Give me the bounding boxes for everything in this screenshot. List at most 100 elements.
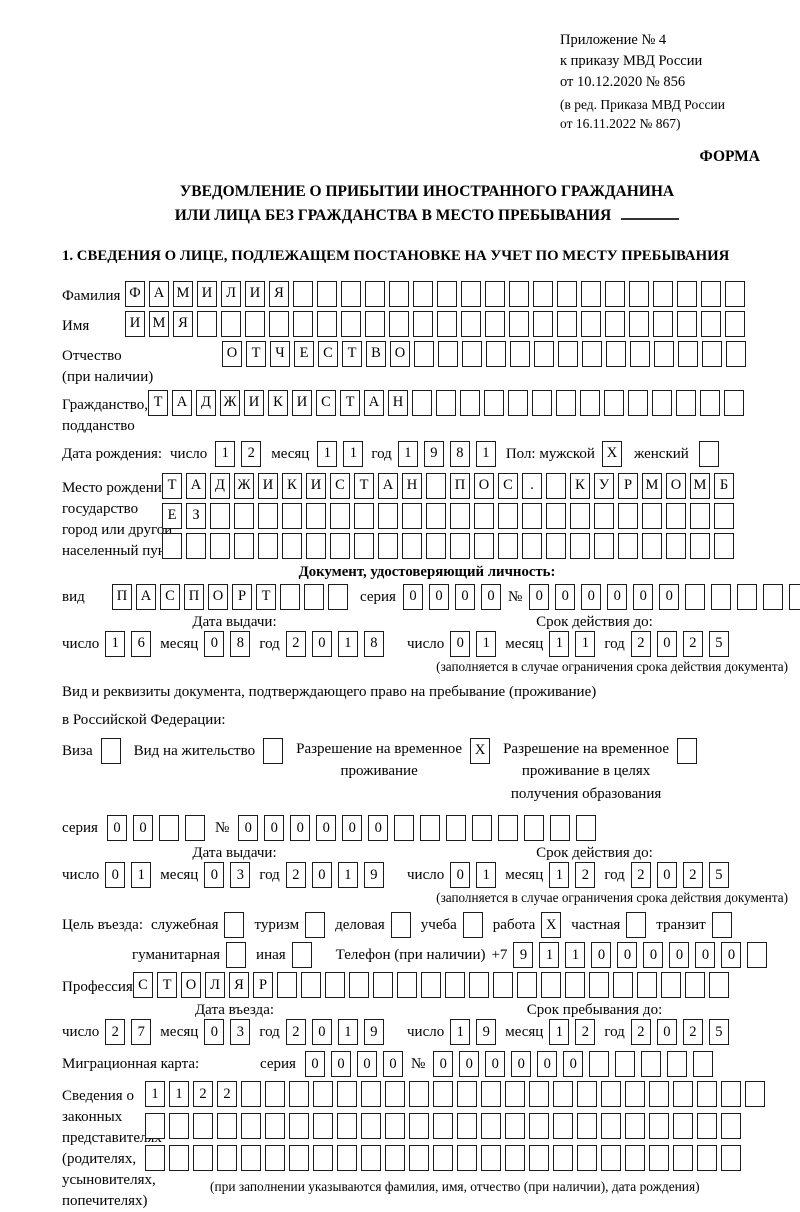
purpose-study-checkbox[interactable] [462,912,483,939]
form-cell[interactable] [576,815,597,842]
form-cell[interactable] [702,340,722,367]
form-cell[interactable]: 0 [656,630,677,657]
purpose-work-checkbox[interactable]: X [541,912,562,939]
form-cell[interactable]: 0 [480,583,501,610]
form-cell[interactable]: 0 [633,583,654,610]
form-cell[interactable] [389,280,409,307]
form-cell[interactable]: 2 [285,1019,306,1046]
form-cell[interactable] [546,532,566,559]
form-cell[interactable]: 9 [363,1019,384,1046]
form-cell[interactable]: 0 [721,942,742,969]
form-cell[interactable]: 9 [513,942,534,969]
form-cell[interactable] [438,340,458,367]
form-cell[interactable] [581,280,601,307]
form-cell[interactable] [258,502,278,529]
form-cell[interactable]: К [268,389,288,416]
form-cell[interactable] [649,1113,669,1140]
form-cell[interactable]: 1 [337,1019,358,1046]
form-cell[interactable]: Ж [220,389,240,416]
form-cell[interactable] [510,340,530,367]
form-cell[interactable] [263,737,284,764]
form-cell[interactable] [581,310,601,337]
form-cell[interactable]: И [306,472,326,499]
form-cell[interactable]: И [244,389,264,416]
form-cell[interactable] [457,1113,477,1140]
form-cell[interactable] [677,737,698,764]
form-cell[interactable] [690,532,710,559]
form-cell[interactable] [505,1081,525,1108]
form-cell[interactable]: 1 [131,862,152,889]
form-cell[interactable] [313,1113,333,1140]
form-cell[interactable]: И [245,280,265,307]
form-cell[interactable] [265,1081,285,1108]
form-cell[interactable] [481,1113,501,1140]
purpose-business-checkbox[interactable] [390,912,411,939]
form-cell[interactable] [462,340,482,367]
form-cell[interactable]: 3 [230,1019,251,1046]
form-cell[interactable]: 2 [682,862,703,889]
form-cell[interactable]: У [594,472,614,499]
form-cell[interactable] [289,1081,309,1108]
form-cell[interactable] [493,972,513,999]
form-cell[interactable] [613,972,633,999]
form-cell[interactable]: Я [269,280,289,307]
form-cell[interactable] [589,1051,610,1078]
form-cell[interactable] [258,532,278,559]
purpose-humanitarian-checkbox[interactable] [226,942,247,969]
form-cell[interactable]: З [186,502,206,529]
form-cell[interactable] [313,1145,333,1172]
form-cell[interactable]: А [378,472,398,499]
form-cell[interactable] [385,1145,405,1172]
form-cell[interactable]: И [292,389,312,416]
form-cell[interactable]: 1 [539,942,560,969]
form-cell[interactable] [546,472,566,499]
form-cell[interactable] [625,1113,645,1140]
form-cell[interactable]: 8 [449,440,470,467]
form-cell[interactable] [628,389,648,416]
form-cell[interactable] [306,532,326,559]
form-cell[interactable] [269,310,289,337]
form-cell[interactable] [145,1145,165,1172]
form-cell[interactable] [498,815,519,842]
form-cell[interactable]: А [186,472,206,499]
form-cell[interactable] [697,1081,717,1108]
form-cell[interactable] [678,340,698,367]
form-cell[interactable] [721,1081,741,1108]
form-cell[interactable] [565,972,585,999]
form-cell[interactable]: 1 [475,440,496,467]
form-cell[interactable] [409,1081,429,1108]
form-cell[interactable]: 0 [485,1051,506,1078]
form-cell[interactable] [100,737,121,764]
form-cell[interactable]: 0 [529,583,550,610]
purpose-private-checkbox[interactable] [626,912,647,939]
form-cell[interactable]: 0 [428,583,449,610]
form-cell[interactable]: 1 [215,440,236,467]
form-cell[interactable] [420,815,441,842]
form-cell[interactable] [365,280,385,307]
form-cell[interactable]: 1 [397,440,418,467]
form-cell[interactable] [385,1113,405,1140]
form-cell[interactable]: . [522,472,542,499]
form-cell[interactable]: 2 [285,630,306,657]
form-cell[interactable]: 0 [617,942,638,969]
form-cell[interactable] [711,912,732,939]
form-cell[interactable]: Ж [234,472,254,499]
form-cell[interactable] [498,532,518,559]
form-cell[interactable] [570,532,590,559]
form-cell[interactable] [701,310,721,337]
form-cell[interactable]: О [666,472,686,499]
form-cell[interactable] [469,972,489,999]
form-cell[interactable]: С [330,472,350,499]
form-cell[interactable]: Р [253,972,273,999]
form-cell[interactable]: О [390,340,410,367]
form-cell[interactable]: 0 [402,583,423,610]
form-cell[interactable]: 2 [630,862,651,889]
birth-place-field-line3[interactable] [162,532,734,559]
